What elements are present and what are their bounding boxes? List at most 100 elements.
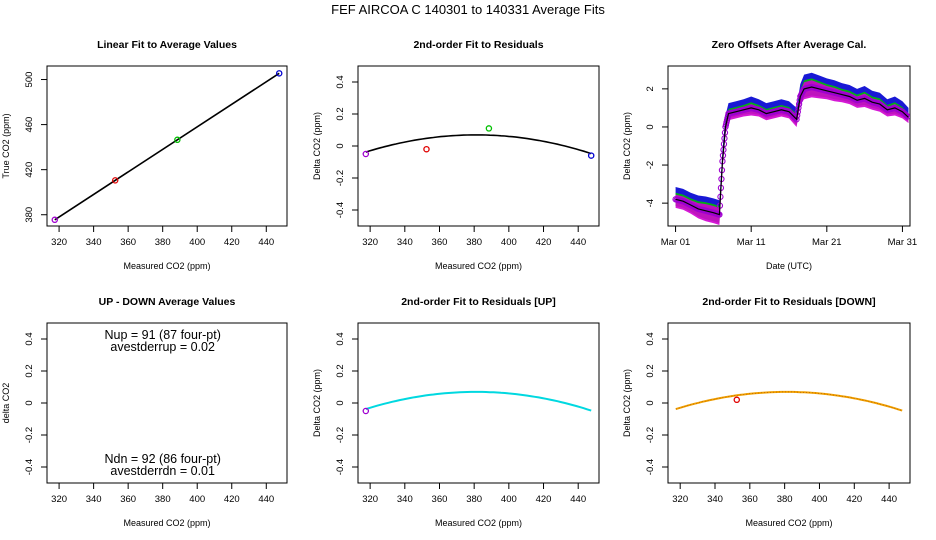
data-point [587,152,595,159]
x-tick-label: 320 [672,494,688,505]
x-tick-label: 340 [707,494,723,505]
y-tick-label: 0 [24,400,35,405]
chart-panel-4: UP - DOWN Average Values Measured CO2 (pp… [1,296,288,528]
x-tick-label: 360 [742,494,758,505]
x-tick-label: Mar 01 [661,237,691,248]
y-tick-label: -0.2 [335,170,346,186]
x-tick-label: 420 [536,237,552,248]
x-tick-label: 420 [846,494,862,505]
x-tick-label: Mar 31 [888,237,918,248]
x-tick-label: 360 [432,237,448,248]
annotation-down: avestderrdn = 0.01 [110,464,215,478]
x-tick-label: 440 [258,237,274,248]
annotation-down: Ndn = 92 (86 four-pt) [104,452,220,466]
x-tick-label: 400 [189,237,205,248]
x-tick-label: 360 [120,237,136,248]
x-tick-label: 420 [224,494,240,505]
data-point [174,136,181,144]
plot-area [675,390,903,412]
plot-frame [667,65,911,227]
x-tick-label: 320 [51,237,67,248]
data-point [733,396,741,404]
x-tick-label: 340 [397,237,413,248]
data-point [362,150,370,158]
x-tick-label: Mar 11 [737,237,766,248]
y-axis-label: Delta CO2 (ppm) [622,112,632,180]
series-point [904,113,910,120]
y-tick-label: 0.2 [24,364,35,377]
x-tick-label: 320 [362,494,378,505]
y-tick-label: 0.4 [335,75,346,88]
x-axis-label: Measured CO2 (ppm) [123,518,210,528]
figure-title: FEF AIRCOA C 140301 to 140331 Average Fi… [331,2,605,17]
x-tick-label: 320 [51,494,67,505]
y-tick-label: 500 [24,72,35,88]
plot-frame [46,65,288,227]
y-axis-label: Delta CO2 (ppm) [622,369,632,437]
x-tick-label: Mar 21 [812,237,842,248]
y-tick-label: 0.2 [645,364,656,377]
plot-area [51,70,283,224]
y-tick-label: -0.4 [24,459,35,475]
data-point [485,125,493,132]
x-tick-label: 380 [466,494,482,505]
x-tick-label: 400 [501,237,517,248]
series-point [903,112,910,119]
annotation-up: avestderrup = 0.02 [110,340,215,354]
x-tick-label: 400 [812,494,828,505]
annotation-up: Nup = 91 (87 four-pt) [104,328,220,342]
x-tick-label: 440 [258,494,274,505]
band-magenta [675,80,909,225]
fit-curve [365,390,592,412]
x-tick-label: 400 [189,494,205,505]
data-point [275,70,283,77]
y-tick-label: 420 [24,162,35,178]
chart-title: Zero Offsets After Average Cal. [712,39,867,51]
data-point [111,177,119,184]
x-tick-label: 440 [570,237,586,248]
y-tick-label: -0.4 [335,202,346,218]
x-axis-label: Measured CO2 (ppm) [123,261,210,271]
y-tick-label: 460 [24,117,35,133]
y-axis-label: Delta CO2 (ppm) [312,369,322,437]
x-tick-label: 380 [155,237,171,248]
y-tick-label: -0.2 [24,427,35,443]
plot-area [362,390,592,415]
y-tick-label: 0 [645,124,656,129]
y-tick-label: 0 [335,400,346,405]
x-tick-label: 360 [432,494,448,505]
y-tick-label: 0.2 [335,107,346,120]
y-axis-label: delta CO2 [1,383,11,424]
y-tick-label: 0.4 [24,332,35,345]
chart-title: UP - DOWN Average Values [99,296,236,308]
x-tick-label: 360 [120,494,136,505]
chart-title: 2nd-order Fit to Residuals [413,39,543,51]
chart-panel-5: 2nd-order Fit to Residuals [UP] Measured … [312,296,600,528]
x-axis-label: Measured CO2 (ppm) [435,261,522,271]
chart-panel-1: Linear Fit to Average Values Measured CO2… [1,39,288,271]
y-tick-label: 0 [335,143,346,148]
y-tick-label: 2 [645,86,656,91]
x-tick-label: 440 [570,494,586,505]
y-tick-label: -0.4 [335,459,346,475]
y-axis-label: Delta CO2 (ppm) [312,112,322,180]
x-tick-label: 340 [397,494,413,505]
chart-panel-3: Zero Offsets After Average Cal. Date (UTC… [622,39,917,271]
fit-line [54,72,280,221]
x-tick-label: 380 [155,494,171,505]
y-tick-label: -2 [645,161,656,169]
y-tick-label: 0.4 [645,332,656,345]
y-tick-label: -0.2 [335,427,346,443]
y-axis-label: True CO2 (ppm) [1,113,11,178]
plot-area [362,125,595,159]
fit-curve [675,390,903,412]
x-tick-label: 340 [86,494,102,505]
x-tick-label: 380 [777,494,793,505]
y-tick-label: -4 [645,199,656,207]
y-tick-label: 0.4 [335,332,346,345]
chart-title: 2nd-order Fit to Residuals [UP] [401,296,556,308]
y-tick-label: 0 [645,400,656,405]
chart-title: 2nd-order Fit to Residuals [DOWN] [702,296,875,308]
fit-curve [365,134,592,155]
